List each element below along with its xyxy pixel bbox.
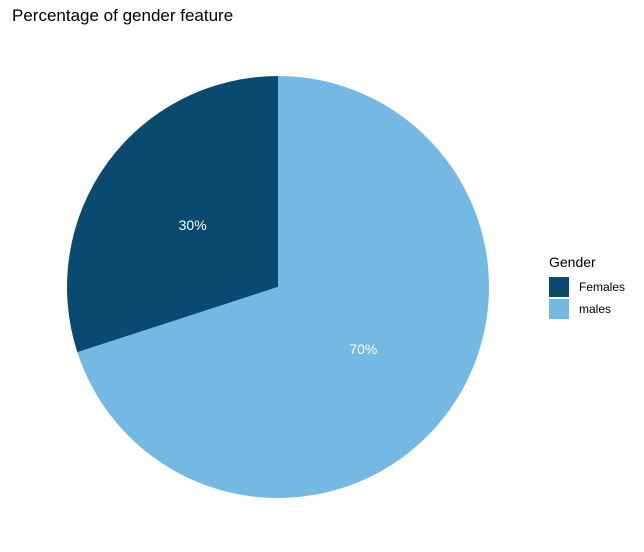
legend-swatch [549,299,569,319]
legend-item-females: Females [549,276,625,298]
legend-item-males: males [549,298,625,320]
legend-items: Females males [549,276,625,320]
slice-label-females: 30% [179,217,207,233]
legend-title: Gender [549,254,596,270]
chart-title: Percentage of gender feature [12,6,234,25]
slice-label-males: 70% [349,341,377,357]
pie-slice-females [66,76,278,353]
legend: Gender Females males [549,254,625,320]
legend-label: males [579,302,612,316]
legend-label: Females [579,280,626,294]
pie-slice-males [77,76,489,499]
legend-swatch [549,277,569,297]
